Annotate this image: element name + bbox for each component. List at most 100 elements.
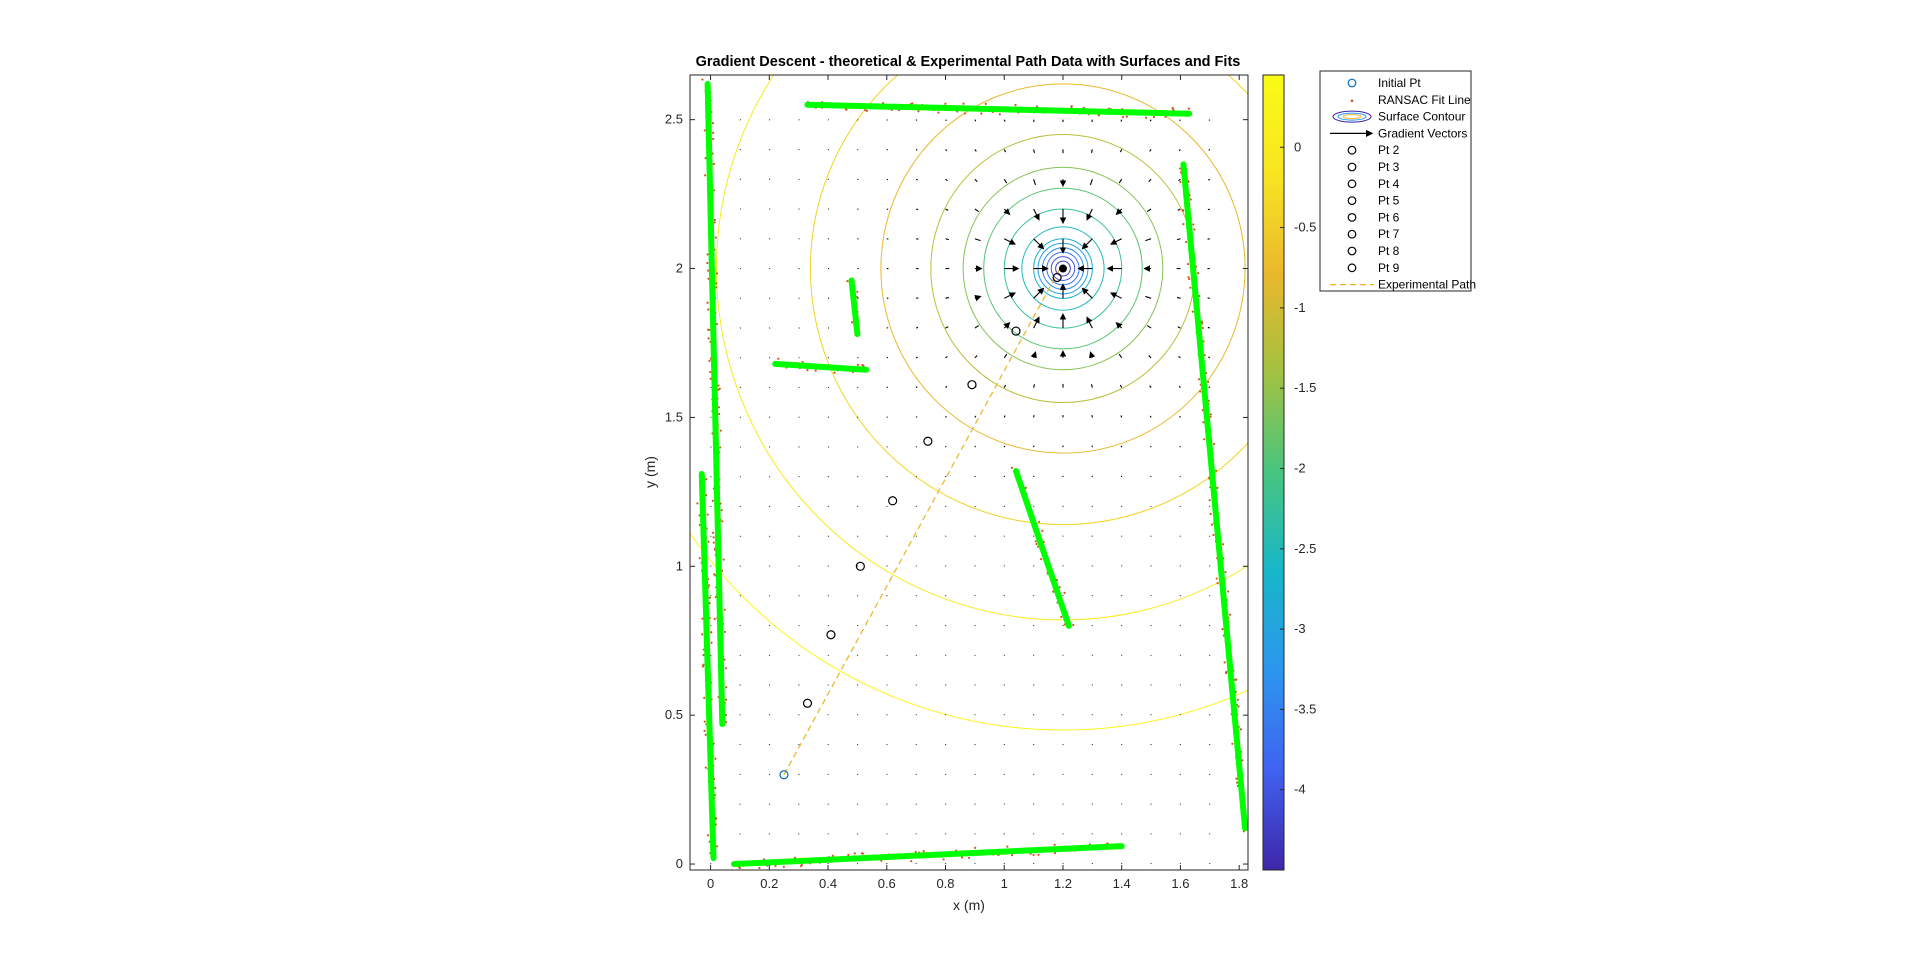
gradient-vector bbox=[915, 208, 919, 211]
legend-box bbox=[1319, 70, 1472, 292]
ransac-point bbox=[1199, 390, 1202, 393]
ransac-point bbox=[856, 363, 859, 366]
ransac-point bbox=[714, 816, 717, 820]
ransac-point bbox=[704, 174, 707, 177]
gradient-vector bbox=[974, 149, 977, 152]
ransac-point bbox=[1187, 107, 1190, 110]
ransac-point bbox=[1209, 415, 1212, 418]
ransac-point bbox=[701, 633, 704, 636]
gradient-vector bbox=[1177, 208, 1181, 211]
ransac-point bbox=[722, 558, 725, 561]
gradient-vector bbox=[974, 178, 978, 182]
y-tick-label: 1.5 bbox=[665, 409, 683, 424]
gradient-vector bbox=[1090, 149, 1093, 153]
path-point-marker bbox=[967, 380, 977, 390]
ransac-point bbox=[709, 377, 712, 380]
ransac-point bbox=[707, 277, 710, 280]
ransac-point bbox=[1236, 781, 1239, 784]
gradient-vector bbox=[739, 595, 741, 597]
ransac-point bbox=[704, 733, 707, 736]
ransac-point bbox=[707, 337, 710, 340]
gradient-vector bbox=[1081, 238, 1093, 250]
gradient-vector bbox=[856, 505, 859, 508]
ransac-point bbox=[711, 531, 715, 534]
ransac-point bbox=[1193, 228, 1196, 231]
gradient-vector bbox=[915, 446, 918, 448]
legend: Initial Pt RANSAC Fit Line Surface Contour… bbox=[1319, 70, 1476, 292]
ransac-point bbox=[1181, 208, 1184, 212]
ransac-point bbox=[831, 854, 834, 857]
legend-entry-label: Gradient Vectors bbox=[1378, 126, 1467, 140]
ransac-point bbox=[701, 78, 704, 81]
ransac-point bbox=[723, 658, 726, 661]
ransac-point bbox=[1121, 115, 1125, 119]
contour-line bbox=[983, 187, 1143, 350]
ransac-point bbox=[713, 189, 716, 192]
ransac-point bbox=[1225, 670, 1228, 674]
ransac-point bbox=[1145, 116, 1148, 119]
path-point-marker bbox=[855, 561, 865, 571]
gradient-vector bbox=[945, 445, 947, 448]
gradient-vector bbox=[1033, 287, 1045, 299]
ransac-point bbox=[1210, 523, 1214, 526]
gradient-vector bbox=[1149, 149, 1152, 152]
gradient-vector bbox=[1118, 178, 1123, 184]
legend-entry-label: Pt 9 bbox=[1378, 261, 1400, 275]
gradient-vector bbox=[768, 565, 771, 567]
ransac-fit-line bbox=[1180, 161, 1248, 832]
gradient-vector bbox=[1003, 178, 1008, 184]
gradient-vector bbox=[915, 119, 918, 121]
legend-marker bbox=[1347, 145, 1357, 155]
gradient-vector bbox=[915, 178, 918, 181]
ransac-point bbox=[845, 108, 848, 111]
ransac-point bbox=[960, 856, 964, 859]
gradient-vector bbox=[1030, 351, 1037, 359]
path-point-marker bbox=[923, 436, 933, 446]
gradient-vector bbox=[1033, 316, 1040, 329]
legend-marker bbox=[1347, 263, 1357, 273]
ransac-point bbox=[1039, 557, 1043, 561]
ransac-point bbox=[1186, 262, 1190, 266]
ransac-point bbox=[800, 863, 803, 867]
plot-content bbox=[690, 75, 1248, 870]
gradient-vector bbox=[974, 295, 982, 302]
ransac-point bbox=[707, 540, 710, 543]
x-axis-label: x (m) bbox=[953, 897, 985, 913]
gradient-vector bbox=[974, 238, 981, 242]
path-point-marker bbox=[1011, 326, 1021, 336]
ransac-point bbox=[713, 617, 716, 621]
legend-entry-label: Initial Pt bbox=[1378, 76, 1421, 90]
ransac-point bbox=[701, 617, 704, 620]
ransac-point bbox=[1241, 759, 1244, 762]
gradient-vector bbox=[1033, 238, 1045, 250]
ransac-point bbox=[1189, 286, 1192, 289]
gradient-vector bbox=[915, 386, 918, 389]
ransac-point bbox=[777, 357, 780, 360]
ransac-point bbox=[1201, 322, 1204, 325]
colorbar-tick-label: -4 bbox=[1294, 782, 1306, 797]
contour-line bbox=[962, 166, 1164, 371]
ransac-point bbox=[703, 696, 706, 699]
legend-marker bbox=[1342, 114, 1362, 120]
initial-point-marker bbox=[779, 770, 789, 780]
ransac-fit-line bbox=[1012, 468, 1072, 629]
gradient-vector bbox=[1176, 296, 1181, 299]
gradient-vector bbox=[945, 415, 947, 418]
ransac-point bbox=[704, 157, 707, 160]
gradient-vector bbox=[1208, 119, 1211, 121]
ransac-point bbox=[1212, 533, 1215, 537]
x-tick-label: 1.8 bbox=[1230, 876, 1248, 891]
gradient-vector bbox=[1003, 353, 1008, 359]
ransac-point bbox=[998, 113, 1001, 116]
contour-line bbox=[1055, 260, 1071, 277]
x-tick-label: 1.6 bbox=[1171, 876, 1189, 891]
legend-entry-label: Surface Contour bbox=[1378, 110, 1465, 124]
colorbar-tick-label: -1 bbox=[1294, 300, 1306, 315]
gradient-vector bbox=[945, 385, 948, 389]
ransac-point bbox=[914, 850, 917, 854]
ransac-point bbox=[712, 137, 715, 141]
ransac-point bbox=[1228, 613, 1232, 616]
ransac-point bbox=[707, 328, 710, 331]
ransac-point bbox=[707, 308, 710, 311]
gradient-vector bbox=[710, 654, 712, 656]
